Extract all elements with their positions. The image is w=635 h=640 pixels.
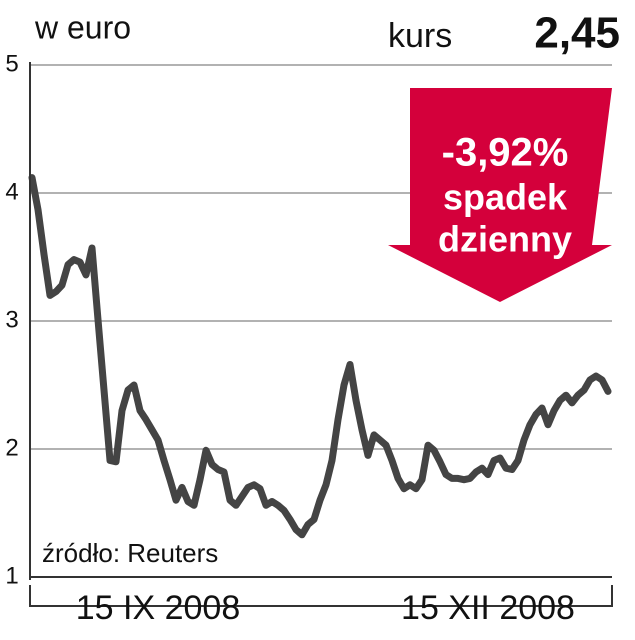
x-bracket bbox=[29, 585, 613, 607]
y-tick-label: 4 bbox=[5, 178, 18, 205]
x-tick-label: 15 XII 2008 bbox=[401, 589, 575, 627]
kurs-label: kurs bbox=[388, 17, 452, 55]
change-text: dzienny bbox=[438, 219, 572, 260]
change: -3,92% bbox=[442, 131, 569, 175]
y-tick-label: 3 bbox=[5, 306, 18, 333]
y-tick-label: 5 bbox=[5, 50, 18, 77]
price-line bbox=[28, 174, 612, 539]
unit-label: w euro bbox=[34, 9, 131, 45]
x-tick-label: 15 IX 2008 bbox=[76, 589, 240, 627]
change-text: spadek bbox=[443, 177, 568, 218]
source: źródło: Reuters bbox=[42, 538, 218, 568]
y-tick-label: 2 bbox=[5, 434, 18, 461]
arrow bbox=[388, 88, 612, 302]
y-tick-label: 1 bbox=[5, 562, 18, 589]
kurs-value: 2,45 bbox=[534, 9, 620, 58]
